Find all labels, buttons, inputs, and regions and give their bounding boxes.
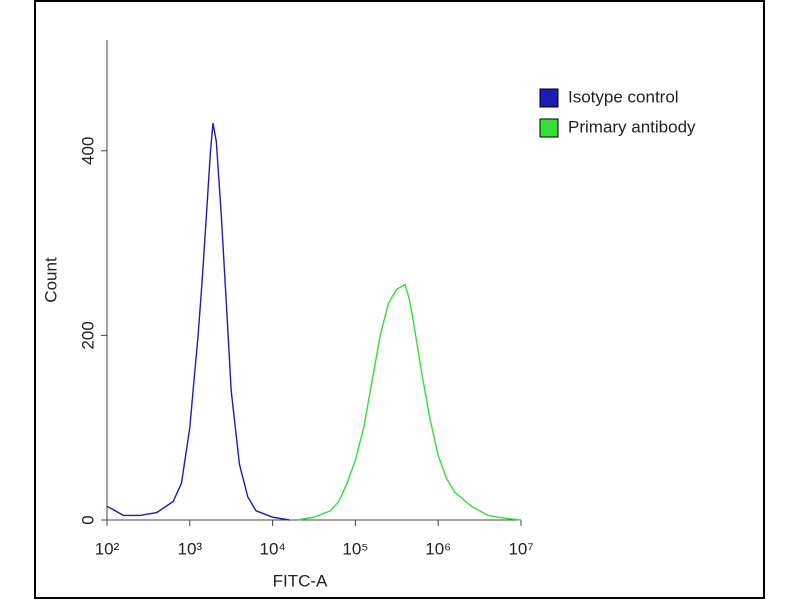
legend-label: Primary antibody [568, 117, 696, 136]
legend-label: Isotype control [568, 87, 679, 106]
histogram-line [106, 122, 290, 521]
x-tick-label: 10⁴ [259, 539, 285, 558]
y-tick-label: 200 [78, 321, 97, 349]
x-axis-label: FITC-A [273, 571, 328, 590]
y-tick-label: 0 [78, 515, 97, 524]
y-axis-label: Count [41, 257, 60, 303]
legend-swatch [539, 88, 559, 108]
x-tick-label: 10⁵ [342, 539, 368, 558]
x-tick-label: 10³ [178, 539, 203, 558]
histogram-line [297, 283, 522, 521]
legend-swatch [539, 118, 559, 138]
x-tick-label: 10⁶ [425, 539, 451, 558]
x-tick-label: 10⁷ [508, 539, 533, 558]
x-tick-label: 10² [95, 539, 120, 558]
frame [34, 0, 765, 599]
y-tick-label: 400 [78, 137, 97, 165]
